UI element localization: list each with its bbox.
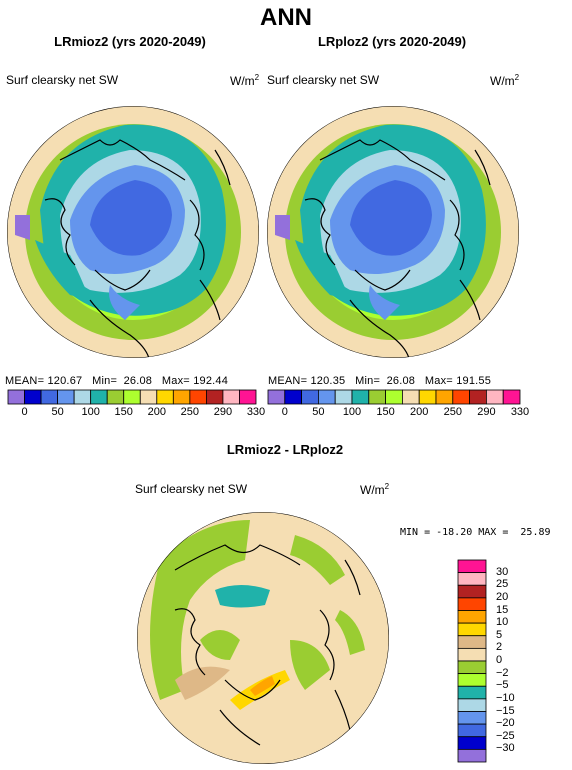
colorbar-swatch	[189, 389, 207, 405]
colorbar-swatch	[57, 389, 75, 405]
colorbar-tick-label: −10	[496, 691, 515, 704]
colorbar-swatch	[457, 711, 487, 725]
colorbar-swatch	[334, 389, 353, 405]
panel-title-left: LRmioz2 (yrs 2020-2049)	[54, 34, 206, 49]
colorbar-swatch	[317, 389, 336, 405]
units-right: W/m2	[490, 73, 520, 88]
colorbar-swatch	[457, 748, 487, 763]
colorbar-tick-label: 250	[180, 406, 200, 418]
colorbar-tick-label: 290	[213, 406, 233, 418]
colorbar-swatch	[457, 584, 487, 599]
variable-label-right: Surf clearsky net SW	[267, 73, 380, 87]
difference-units: W/m2	[360, 482, 390, 497]
colorbar-swatch	[7, 389, 25, 405]
colorbar-labels-left: 0 50 100 150 200 250 290 330	[0, 406, 572, 422]
colorbar-swatch	[435, 389, 454, 405]
colorbar-swatch	[485, 389, 504, 405]
colorbar-tick-label: 5	[496, 628, 503, 641]
colorbar-tick-label: 250	[443, 406, 462, 418]
colorbar-tick-label: 30	[496, 565, 509, 578]
colorbar-tick-label: −2	[496, 666, 509, 679]
difference-minmax: MIN = -18.20 MAX = 25.89	[400, 527, 551, 538]
polar-map-difference	[137, 512, 389, 764]
colorbar-tick-label: 330	[246, 406, 266, 418]
colorbar-tick-label: 200	[410, 406, 429, 418]
colorbar-swatch	[385, 389, 403, 405]
colorbar-tick-label: 290	[477, 406, 496, 418]
stats-left: MEAN= 120.67 Min= 26.08 Max= 192.44	[5, 375, 229, 387]
colorbar-swatch	[457, 698, 487, 712]
colorbar-swatch	[139, 389, 158, 405]
colorbar-tick-label: −5	[496, 679, 509, 692]
colorbar-swatch	[457, 736, 487, 750]
polar-map-right	[267, 106, 519, 358]
colorbar-tick-label: −30	[496, 742, 515, 755]
colorbar-swatch	[457, 559, 487, 574]
colorbar-swatch	[73, 389, 92, 405]
colorbar-swatch	[502, 389, 521, 405]
colorbar-tick-label: 50	[312, 406, 325, 418]
colorbar-labels-right: 0 50 100 150 200 250 290 330	[0, 406, 572, 422]
colorbar-swatch	[239, 389, 257, 405]
colorbar-swatch	[106, 389, 125, 405]
figure-title: ANN	[260, 4, 312, 31]
colorbar-swatch	[284, 389, 302, 405]
colorbar-right	[267, 389, 521, 405]
colorbar-tick-label: −20	[496, 717, 515, 730]
colorbar-swatch	[457, 685, 487, 700]
colorbar-swatch	[172, 389, 191, 405]
colorbar-tick-label: 2	[496, 641, 503, 654]
colorbar-left	[7, 389, 257, 405]
colorbar-swatch	[457, 723, 487, 738]
colorbar-swatch	[457, 597, 487, 611]
colorbar-swatch	[24, 389, 42, 405]
colorbar-swatch	[457, 572, 487, 586]
colorbar-swatch	[40, 389, 58, 405]
colorbar-swatch	[401, 389, 420, 405]
colorbar-swatch	[452, 389, 470, 405]
colorbar-tick-label: 50	[51, 406, 64, 418]
colorbar-tick-label: 0	[496, 654, 503, 666]
colorbar-swatch	[418, 389, 437, 405]
colorbar-difference	[457, 559, 487, 763]
difference-title: LRmioz2 - LRploz2	[226, 442, 344, 457]
colorbar-tick-label: −25	[496, 729, 515, 742]
colorbar-swatch	[205, 389, 224, 405]
colorbar-swatch	[123, 389, 141, 405]
colorbar-swatch	[90, 389, 108, 405]
colorbar-swatch	[469, 389, 487, 405]
colorbar-tick-label: −15	[496, 704, 515, 717]
colorbar-tick-label: 100	[342, 406, 362, 418]
polar-map-left	[7, 106, 259, 358]
colorbar-swatch	[457, 635, 487, 649]
colorbar-swatch	[457, 647, 487, 662]
colorbar-tick-label: 150	[114, 406, 133, 418]
colorbar-tick-label: 0	[21, 406, 28, 418]
colorbar-tick-label: 100	[81, 406, 100, 418]
variable-label-left: Surf clearsky net SW	[6, 73, 119, 87]
colorbar-swatch	[156, 389, 174, 405]
colorbar-swatch	[267, 389, 286, 405]
colorbar-tick-label: 200	[147, 406, 166, 418]
colorbar-tick-label: 10	[496, 616, 509, 629]
stats-right: MEAN= 120.35 Min= 26.08 Max= 191.55	[268, 375, 492, 387]
panel-title-right: LRploz2 (yrs 2020-2049)	[317, 34, 467, 49]
colorbar-tick-label: 25	[496, 578, 509, 591]
colorbar-swatch	[457, 622, 487, 637]
colorbar-tick-label: 0	[281, 406, 288, 418]
colorbar-tick-label: 330	[510, 406, 530, 418]
colorbar-swatch	[351, 389, 370, 405]
colorbar-swatch	[222, 389, 240, 405]
difference-variable-label: Surf clearsky net SW	[135, 482, 248, 496]
colorbar-tick-label: 150	[376, 406, 395, 418]
colorbar-tick-label: 20	[496, 590, 509, 603]
colorbar-swatch	[457, 610, 487, 624]
colorbar-tick-label: 15	[496, 603, 509, 616]
colorbar-swatch	[301, 389, 319, 405]
colorbar-swatch	[457, 673, 487, 687]
units-left: W/m2	[230, 73, 260, 88]
colorbar-swatch	[457, 660, 487, 675]
colorbar-swatch	[368, 389, 386, 405]
